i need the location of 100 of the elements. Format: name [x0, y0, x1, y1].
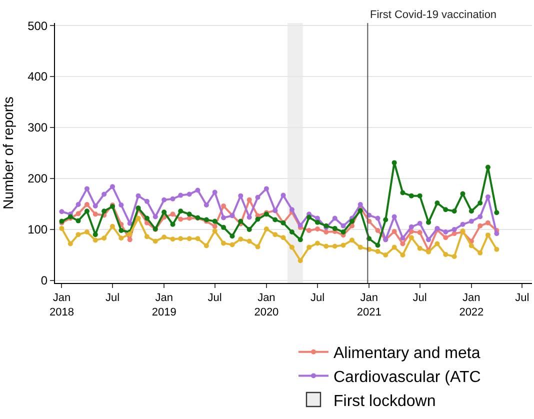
point [289, 230, 294, 235]
point [426, 237, 432, 242]
point [485, 194, 490, 200]
point [289, 207, 294, 212]
y-tick-label: 500 [28, 18, 48, 33]
point [195, 188, 200, 193]
point [59, 226, 64, 231]
x-tick-label: Jan 2020 [254, 292, 279, 318]
point [152, 214, 158, 220]
point [452, 254, 457, 259]
point [340, 230, 346, 235]
point [136, 216, 141, 221]
point [204, 243, 209, 248]
point [102, 208, 107, 214]
point [84, 208, 90, 214]
point [92, 204, 98, 209]
point [478, 223, 483, 228]
point [468, 208, 474, 214]
legend-label: Cardiovascular (ATC [334, 368, 481, 386]
legend-label: Alimentary and meta [334, 345, 480, 362]
point [272, 217, 278, 222]
point [400, 236, 406, 241]
x-tick-label: Jan 2018 [49, 292, 74, 318]
point [478, 250, 483, 256]
point [144, 198, 150, 204]
point [204, 202, 209, 208]
point [443, 207, 448, 212]
point [178, 236, 184, 242]
point [84, 186, 90, 192]
point [144, 220, 150, 226]
point [375, 242, 380, 248]
x-tick-label: Jul [208, 292, 222, 304]
point [272, 232, 278, 238]
y-tick-label: 100 [28, 222, 48, 237]
point [162, 210, 167, 215]
point [324, 230, 329, 235]
point [426, 220, 432, 225]
point [332, 216, 338, 221]
x-tick-label: Jan 2019 [152, 292, 176, 318]
point [485, 232, 490, 238]
point [417, 246, 422, 251]
point [255, 194, 260, 200]
point [110, 224, 115, 229]
point [170, 222, 176, 227]
point [152, 238, 158, 244]
point [255, 244, 260, 250]
point [170, 236, 176, 242]
point [102, 236, 107, 241]
point [246, 226, 252, 232]
point [136, 193, 141, 198]
point [212, 218, 218, 224]
legend-label: First lockdown [334, 392, 436, 410]
point [417, 230, 422, 236]
point [408, 193, 414, 198]
point [84, 230, 90, 235]
point [306, 214, 312, 220]
point [332, 244, 338, 249]
point [289, 244, 294, 250]
point [478, 214, 483, 220]
point [383, 252, 388, 258]
point [324, 244, 329, 249]
point [76, 202, 81, 207]
point [84, 202, 90, 207]
y-tick-label: 300 [28, 120, 48, 135]
point [186, 236, 192, 242]
point [358, 202, 363, 207]
point [264, 186, 269, 192]
point [332, 226, 338, 231]
point [118, 202, 124, 208]
point [162, 234, 167, 240]
point [314, 226, 320, 232]
point [375, 248, 380, 254]
point [306, 244, 312, 250]
point [255, 216, 260, 222]
point [443, 252, 448, 257]
point [212, 228, 218, 234]
point [485, 164, 490, 170]
point [417, 220, 422, 226]
point [186, 212, 192, 217]
point [314, 220, 320, 225]
point [452, 226, 457, 232]
point [280, 235, 286, 240]
point [162, 197, 167, 202]
point [349, 218, 354, 224]
point [434, 241, 440, 246]
point [460, 191, 466, 196]
point [298, 237, 303, 242]
point [358, 208, 363, 214]
point [306, 228, 312, 233]
point [76, 232, 81, 238]
y-tick-label: 0 [40, 274, 48, 288]
point [314, 240, 320, 246]
point [195, 236, 200, 242]
point [392, 160, 397, 166]
point [92, 212, 98, 217]
x-tick-label: Jan 2021 [356, 292, 382, 318]
x-tick-label: Jan 2022 [459, 292, 484, 318]
point [460, 222, 466, 227]
x-tick-label: Jul [105, 292, 120, 304]
x-tick-label: Jul [412, 292, 427, 304]
